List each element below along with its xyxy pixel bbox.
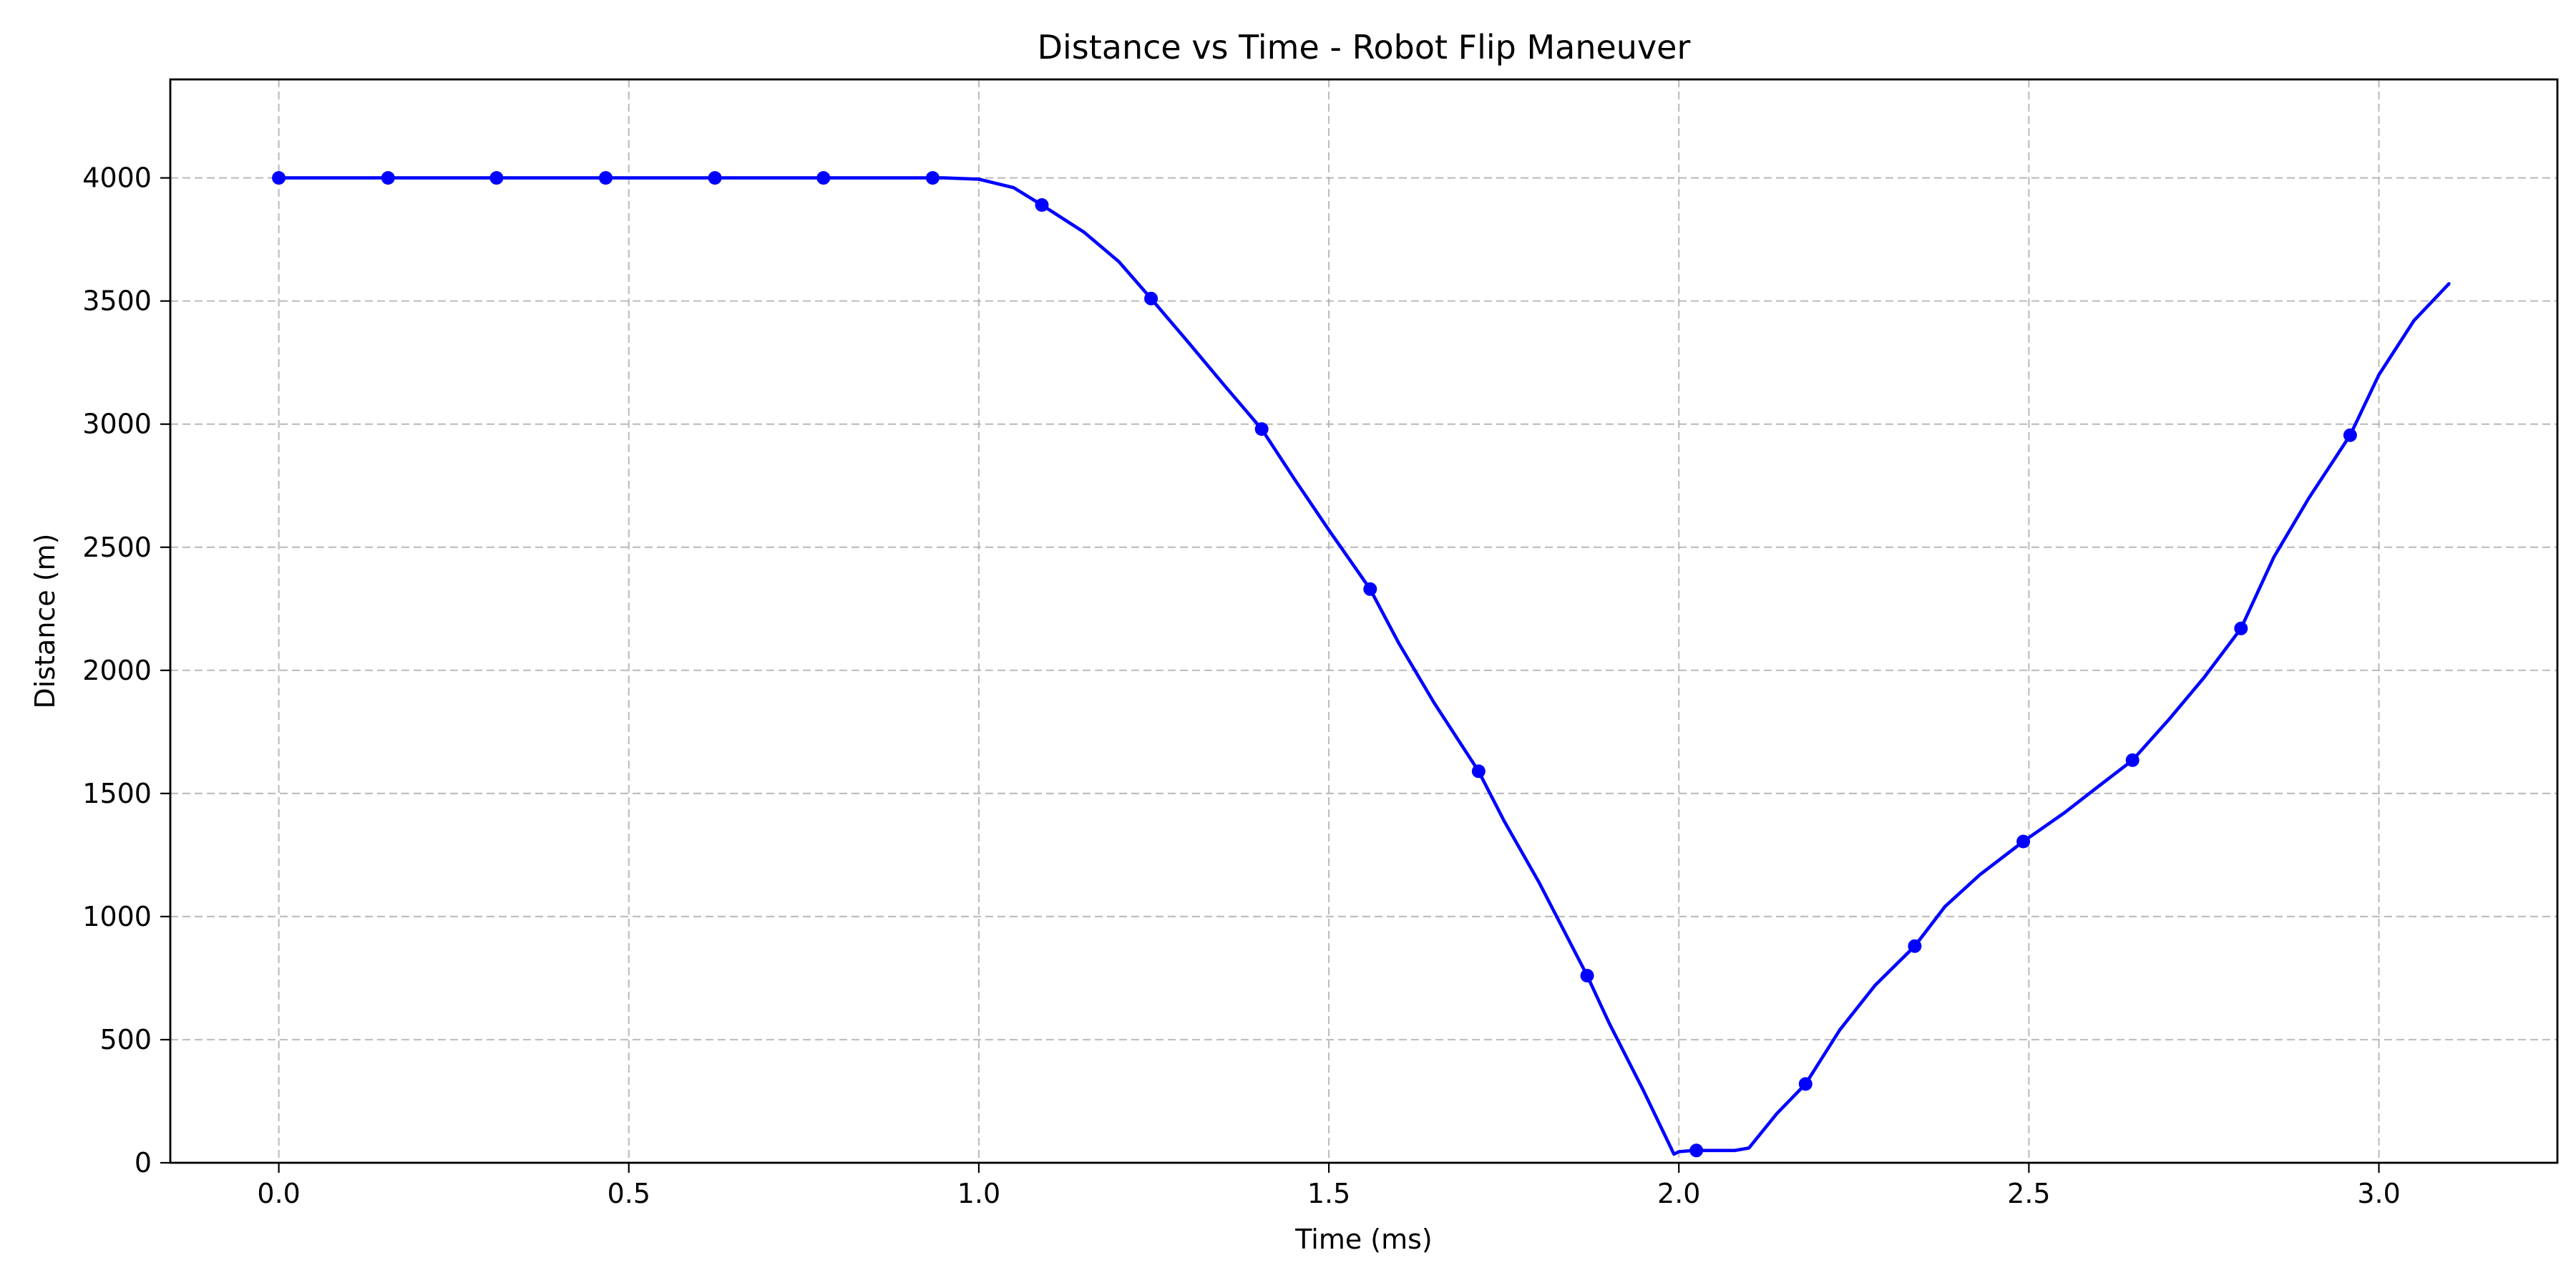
data-point	[1689, 1143, 1704, 1158]
x-tick-label: 1.0	[957, 1178, 1000, 1209]
data-point	[925, 171, 940, 185]
data-point	[2016, 834, 2031, 849]
x-tick-label: 1.5	[1307, 1178, 1350, 1209]
data-point	[1144, 291, 1158, 306]
x-axis: 0.0 0.5 1.0 1.5 2.0 2.5 3.0	[257, 1163, 2401, 1209]
data-point	[381, 171, 395, 185]
data-point	[599, 171, 613, 185]
data-point	[1908, 939, 1922, 953]
plot-frame	[169, 78, 2559, 1164]
x-tick-label: 2.5	[2007, 1178, 2050, 1209]
data-point	[708, 171, 722, 185]
data-point	[1580, 969, 1594, 982]
data-series	[272, 171, 2451, 1158]
chart-title: Distance vs Time - Robot Flip Maneuver	[1038, 28, 1691, 67]
y-tick-label: 1000	[82, 901, 152, 932]
x-tick-label: 2.0	[1657, 1178, 1700, 1209]
y-axis-label: Distance (m)	[29, 534, 61, 709]
x-axis-label: Time (ms)	[1294, 1224, 1433, 1255]
y-tick-label: 1500	[82, 778, 152, 809]
y-tick-label: 500	[99, 1024, 152, 1055]
y-axis: 0 500 1000 1500 2000 2500 3000 3500 4000	[82, 162, 170, 1179]
y-tick-label: 3500	[82, 286, 152, 317]
x-tick-label: 3.0	[2357, 1178, 2400, 1209]
data-point	[2234, 621, 2248, 635]
data-point	[1798, 1077, 1813, 1091]
data-point	[489, 171, 504, 185]
data-point	[1035, 198, 1049, 212]
x-tick-label: 0.5	[608, 1178, 650, 1209]
data-point	[1363, 582, 1377, 596]
series-line	[277, 176, 2451, 1156]
data-point	[2125, 753, 2140, 767]
y-tick-label: 3000	[82, 409, 152, 440]
y-tick-label: 0	[135, 1147, 152, 1179]
data-point	[2343, 428, 2357, 442]
data-point	[1254, 422, 1269, 436]
y-tick-label: 2500	[82, 532, 152, 563]
y-tick-label: 2000	[82, 655, 152, 686]
data-point	[272, 171, 286, 185]
y-tick-label: 4000	[82, 162, 152, 194]
x-tick-label: 0.0	[257, 1178, 300, 1209]
data-point	[816, 171, 831, 185]
data-point	[1471, 764, 1485, 779]
